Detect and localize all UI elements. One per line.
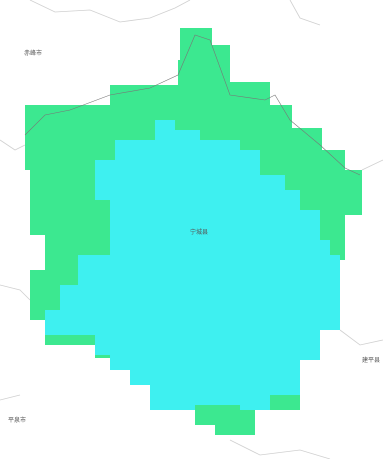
boundary (339, 329, 383, 346)
boundary (0, 394, 21, 401)
place-label: 建平县 (362, 356, 380, 364)
boundary (24, 34, 361, 176)
boundary (29, 0, 191, 23)
boundary (229, 439, 331, 459)
place-label: 赤峰市 (24, 49, 42, 57)
boundary (0, 139, 26, 151)
boundary (0, 284, 31, 301)
boundary (361, 159, 383, 171)
inner-region (45, 120, 340, 410)
boundary (289, 0, 321, 26)
place-label: 宁城县 (190, 228, 208, 236)
place-label: 平泉市 (8, 416, 26, 424)
